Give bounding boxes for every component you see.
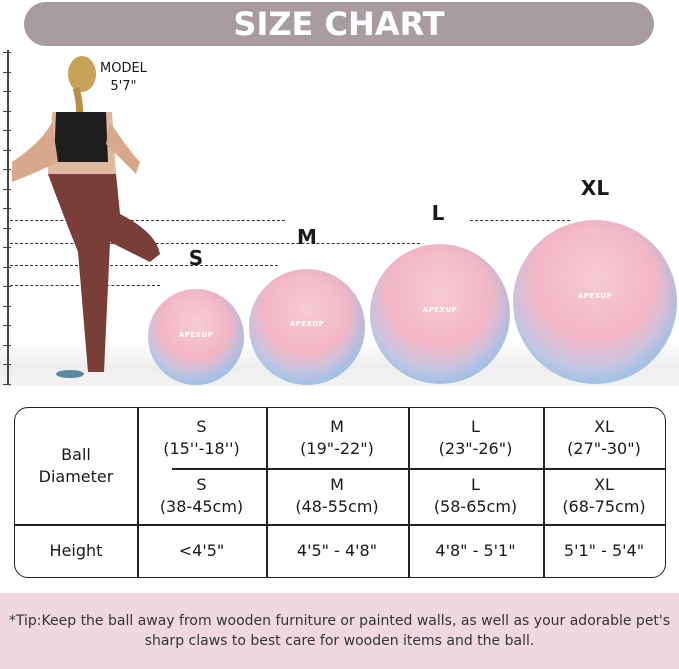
size-table: Ball Diameter Height S (15''-18'') S (38-45… bbox=[14, 407, 666, 578]
diameter-cell-cm: S (38-45cm) bbox=[137, 468, 266, 524]
size-name: S bbox=[196, 475, 207, 494]
ruler-tick bbox=[3, 344, 11, 346]
model-figure bbox=[12, 56, 160, 378]
ruler-tick bbox=[3, 52, 11, 53]
dashed-line-xl-right bbox=[470, 220, 570, 221]
brand-logo: APEXUP bbox=[178, 331, 214, 340]
dashed-line-xl bbox=[10, 220, 285, 221]
row-header-height: Height bbox=[49, 541, 103, 560]
size-range: (48-55cm) bbox=[295, 497, 379, 516]
ball-size-label-xl: XL bbox=[580, 176, 610, 200]
dashed-line-m bbox=[10, 265, 278, 266]
size-range: (15''-18'') bbox=[163, 439, 240, 458]
ruler-tick bbox=[3, 130, 11, 131]
height-ruler bbox=[7, 50, 9, 385]
model-label: MODEL bbox=[100, 61, 147, 76]
height-cell: 5'1" - 5'4" bbox=[563, 541, 645, 560]
ruler-tick bbox=[3, 91, 11, 92]
ruler-tick bbox=[3, 305, 11, 307]
ball-size-label-s: S bbox=[188, 246, 204, 270]
size-range: (23"-26") bbox=[438, 439, 513, 458]
ruler-tick bbox=[3, 188, 11, 190]
brand-logo: APEXUP bbox=[289, 320, 325, 329]
diameter-cell-inch: S (15''-18'') bbox=[137, 408, 266, 468]
ruler-tick bbox=[3, 247, 11, 248]
row-header-diameter: Ball Diameter bbox=[38, 445, 114, 486]
size-range: (27"-30") bbox=[567, 439, 641, 458]
ball-size-label-m: M bbox=[297, 225, 317, 249]
height-cell: 4'8" - 5'1" bbox=[435, 541, 516, 560]
model-height-label: MODEL 5'7" bbox=[100, 60, 147, 96]
diameter-cell-cm: M (48-55cm) bbox=[266, 468, 408, 524]
ruler-tick bbox=[3, 110, 11, 112]
ruler-tick bbox=[3, 364, 11, 365]
size-name: L bbox=[471, 475, 480, 494]
diameter-cell-cm: L (58-65cm) bbox=[408, 468, 543, 524]
ball-xl: APEXUP bbox=[513, 220, 677, 384]
ruler-tick bbox=[3, 71, 11, 73]
size-name: XL bbox=[594, 417, 614, 436]
size-range: (19"-22") bbox=[300, 439, 374, 458]
size-name: XL bbox=[594, 475, 614, 494]
ruler-tick bbox=[3, 286, 11, 287]
size-chart-title: SIZE CHART bbox=[24, 2, 654, 46]
brand-logo: APEXUP bbox=[422, 305, 458, 314]
ball-m: APEXUP bbox=[249, 269, 365, 385]
ruler-tick bbox=[3, 208, 11, 209]
size-name: S bbox=[196, 417, 207, 436]
size-range: (68-75cm) bbox=[562, 497, 646, 516]
ruler-tick bbox=[3, 149, 11, 151]
height-cell: 4'5" - 4'8" bbox=[296, 541, 378, 560]
height-cell: <4'5" bbox=[178, 541, 225, 560]
diameter-cell-cm: XL (68-75cm) bbox=[543, 468, 665, 524]
model-height: 5'7" bbox=[110, 79, 137, 94]
size-name: M bbox=[330, 417, 344, 436]
ruler-tick bbox=[3, 266, 11, 268]
ruler-tick bbox=[3, 227, 11, 229]
size-range: (58-65cm) bbox=[433, 497, 518, 516]
diameter-cell-inch: XL (27"-30") bbox=[543, 408, 665, 468]
ball-l: APEXUP bbox=[370, 244, 510, 384]
ruler-tick bbox=[3, 169, 11, 170]
size-name: L bbox=[471, 417, 480, 436]
brand-logo: APEXUP bbox=[577, 292, 613, 301]
care-tip: *Tip:Keep the ball away from wooden furn… bbox=[0, 593, 679, 669]
ball-size-label-l: L bbox=[431, 201, 445, 225]
size-name: M bbox=[330, 475, 344, 494]
size-range: (38-45cm) bbox=[159, 497, 244, 516]
ruler-tick bbox=[3, 383, 11, 385]
diameter-cell-inch: L (23"-26") bbox=[408, 408, 543, 468]
ball-s: APEXUP bbox=[148, 289, 244, 385]
ruler-tick bbox=[3, 325, 11, 326]
diameter-cell-inch: M (19"-22") bbox=[266, 408, 408, 468]
dashed-line-l bbox=[10, 243, 420, 244]
